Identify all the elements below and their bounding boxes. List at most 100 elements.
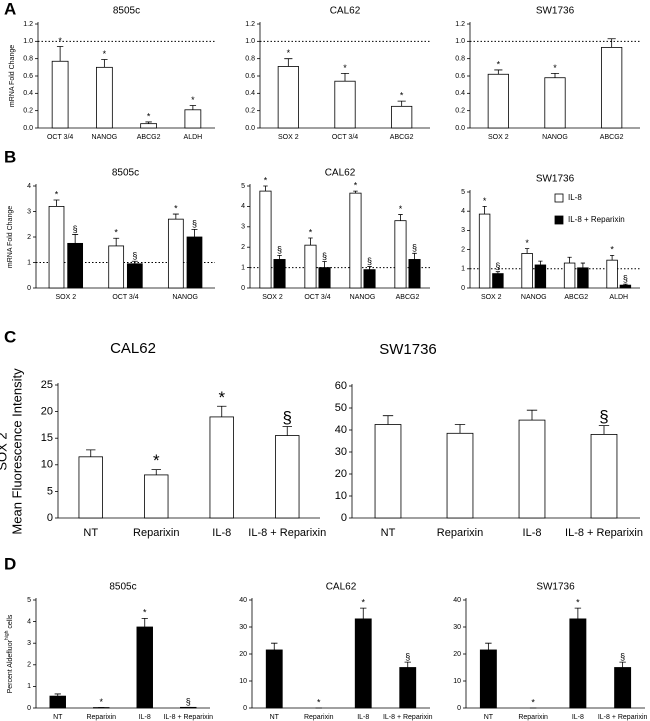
- bar: [619, 284, 632, 289]
- error-bar: [141, 617, 148, 627]
- y-tick-label: 0: [243, 705, 247, 712]
- error-bar: [271, 642, 278, 650]
- y-tick-label: 0.8: [455, 56, 465, 63]
- y-tick-label: 10: [335, 490, 347, 502]
- error-bar: [619, 661, 626, 668]
- bar: [51, 60, 69, 129]
- error-bar: [151, 469, 161, 475]
- y-tick-label: 4: [241, 203, 245, 210]
- bar: [48, 205, 65, 289]
- x-tick-label: NT: [270, 714, 280, 721]
- error-bar: [353, 190, 358, 194]
- significance-mark: *: [147, 111, 151, 121]
- y-tick-label: 0.6: [455, 73, 465, 80]
- bar: [563, 262, 576, 289]
- error-bar: [609, 254, 615, 261]
- error-bar: [580, 262, 586, 268]
- y-tick-label: 40: [239, 597, 247, 604]
- y-tick-label: 1: [27, 683, 31, 690]
- bar: [108, 245, 125, 289]
- error-bar: [113, 237, 120, 246]
- y-tick-label: 15: [41, 432, 53, 444]
- significance-mark: §: [277, 245, 282, 255]
- error-bar: [308, 237, 313, 246]
- y-tick-label: 0.8: [23, 56, 33, 63]
- error-bar: [54, 693, 61, 697]
- significance-mark: §: [599, 407, 608, 426]
- chart-title: CAL62: [326, 582, 357, 593]
- significance-mark: §: [412, 243, 417, 253]
- x-tick-label: ABCG2: [137, 134, 161, 141]
- bar: [399, 667, 417, 709]
- significance-mark: *: [287, 48, 291, 58]
- bar: [126, 263, 143, 289]
- x-tick-label: ABCG2: [390, 134, 414, 141]
- error-bar: [526, 409, 538, 421]
- y-tick-label: 40: [335, 424, 347, 436]
- error-bar: [482, 206, 487, 215]
- y-tick-label: 0.0: [23, 125, 33, 132]
- bar: [534, 264, 547, 289]
- significance-mark: *: [99, 697, 103, 707]
- y-tick-label: 0.0: [245, 125, 255, 132]
- bar: [606, 259, 618, 289]
- bar: [521, 253, 533, 289]
- y-tick-label: 5: [461, 189, 465, 196]
- significance-mark: *: [343, 63, 347, 73]
- error-bar: [485, 642, 492, 650]
- y-tick-label: 2: [241, 244, 245, 251]
- y-tick-label: 25: [41, 379, 53, 391]
- significance-mark: *: [114, 228, 118, 238]
- bar: [354, 618, 372, 709]
- y-tick-label: 4: [27, 183, 31, 190]
- error-bar: [86, 449, 96, 457]
- error-bar: [404, 661, 411, 668]
- bar: [259, 190, 272, 289]
- error-bar: [398, 214, 403, 221]
- significance-mark: *: [55, 189, 59, 199]
- chart-title: CAL62: [325, 168, 356, 179]
- bar: [140, 123, 157, 129]
- bar: [601, 47, 623, 129]
- x-tick-label: IL-8: [357, 714, 369, 721]
- x-tick-label: SOX 2: [488, 134, 509, 141]
- significance-mark: *: [497, 59, 501, 69]
- y-tick-label: 0: [457, 705, 461, 712]
- x-tick-label: SOX 2: [481, 294, 502, 301]
- error-bar: [367, 266, 372, 270]
- error-bar: [131, 260, 138, 264]
- significance-mark: *: [361, 597, 365, 607]
- y-tick-label: 0: [341, 512, 347, 524]
- bar: [209, 416, 234, 519]
- x-tick-label: IL-8 + Reparixin: [565, 527, 643, 539]
- error-bar: [567, 256, 572, 264]
- y-tick-label: 0: [47, 512, 53, 524]
- bar: [96, 66, 113, 129]
- significance-mark: *: [531, 697, 535, 707]
- bar: [67, 242, 84, 289]
- significance-mark: *: [576, 597, 580, 607]
- y-tick-label: 3: [27, 640, 31, 647]
- y-tick-label: 0: [27, 285, 31, 292]
- bar: [446, 432, 474, 519]
- error-bar: [454, 424, 466, 434]
- y-tick-label: 0.2: [245, 108, 255, 115]
- y-tick-label: 2: [27, 234, 31, 241]
- y-tick-label: 20: [239, 651, 247, 658]
- significance-mark: *: [174, 203, 178, 213]
- x-tick-label: NANOG: [172, 294, 198, 301]
- y-tick-label: 4: [461, 208, 465, 215]
- y-tick-label: 5: [27, 597, 31, 604]
- chart-title: SW1736: [536, 582, 575, 593]
- significance-mark: *: [218, 388, 225, 407]
- bar: [374, 424, 402, 519]
- panel-label: D: [4, 554, 16, 573]
- error-bar: [172, 213, 179, 220]
- y-tick-label: 3: [461, 227, 465, 234]
- significance-mark: §: [322, 251, 327, 261]
- bar: [304, 244, 317, 289]
- y-tick-label: 2: [27, 662, 31, 669]
- panel-label: C: [4, 327, 16, 346]
- significance-mark: *: [525, 238, 529, 248]
